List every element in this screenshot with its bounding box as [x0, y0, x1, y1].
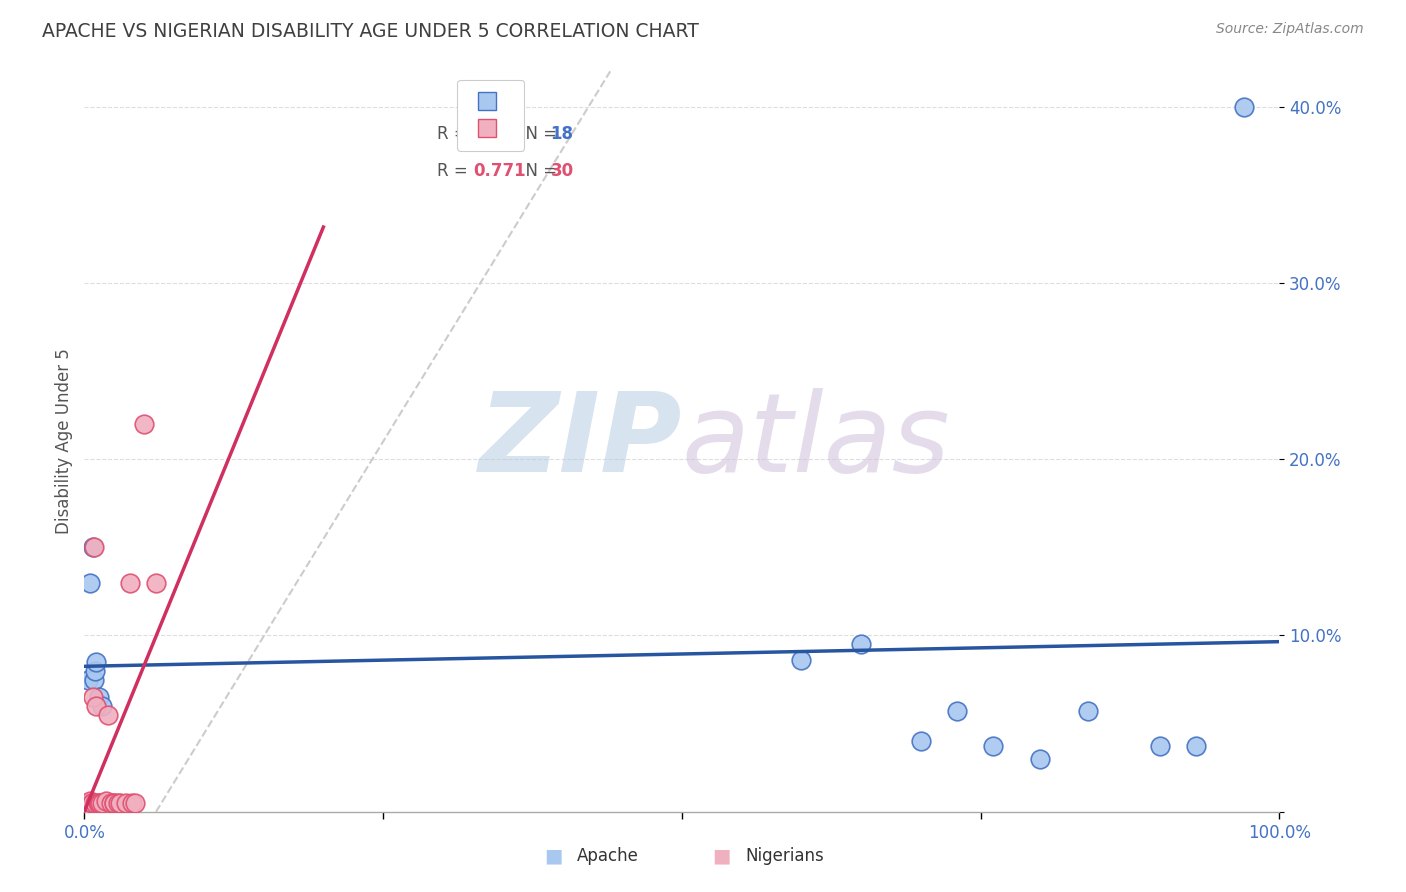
- Point: [100, 796, 122, 810]
- Point: [82, 541, 104, 555]
- Point: [77, 797, 100, 812]
- Point: [115, 796, 138, 810]
- Point: [790, 653, 813, 667]
- Point: [84, 664, 107, 678]
- Point: [103, 796, 125, 810]
- Point: [1077, 704, 1099, 718]
- Text: ZIP: ZIP: [478, 388, 682, 495]
- Point: [1185, 739, 1208, 754]
- Text: ■: ■: [544, 847, 562, 866]
- Text: N =: N =: [515, 125, 562, 144]
- Point: [97, 707, 120, 722]
- Text: APACHE VS NIGERIAN DISABILITY AGE UNDER 5 CORRELATION CHART: APACHE VS NIGERIAN DISABILITY AGE UNDER …: [42, 22, 699, 41]
- Point: [1149, 739, 1171, 754]
- Point: [79, 794, 101, 808]
- Legend: , : ,: [457, 79, 524, 151]
- Point: [83, 673, 105, 687]
- Point: [87, 796, 110, 810]
- Point: [86, 796, 108, 810]
- Point: [79, 575, 101, 590]
- Point: [76, 799, 98, 814]
- Point: [1029, 752, 1052, 766]
- Text: 0.771: 0.771: [472, 162, 526, 180]
- Point: [75, 799, 97, 814]
- Point: [118, 575, 141, 590]
- Point: [946, 704, 969, 718]
- Point: [121, 796, 143, 810]
- Point: [86, 655, 108, 669]
- Point: [77, 796, 100, 810]
- Text: Nigerians: Nigerians: [745, 847, 824, 865]
- Y-axis label: Disability Age Under 5: Disability Age Under 5: [55, 349, 73, 534]
- Text: R =: R =: [437, 125, 472, 144]
- Text: Apache: Apache: [576, 847, 638, 865]
- Text: R =: R =: [437, 162, 472, 180]
- Point: [87, 690, 110, 705]
- Point: [110, 796, 132, 810]
- Point: [77, 796, 100, 810]
- Text: ■: ■: [713, 847, 731, 866]
- Text: 0.279: 0.279: [472, 125, 526, 144]
- Point: [79, 797, 101, 812]
- Point: [981, 739, 1004, 754]
- Point: [77, 673, 100, 687]
- Point: [91, 796, 114, 810]
- Point: [107, 796, 129, 810]
- Point: [84, 796, 107, 810]
- Text: Source: ZipAtlas.com: Source: ZipAtlas.com: [1216, 22, 1364, 37]
- Text: 18: 18: [551, 125, 574, 144]
- Point: [82, 690, 104, 705]
- Point: [1233, 100, 1256, 114]
- Point: [83, 541, 105, 555]
- Point: [132, 417, 156, 431]
- Point: [80, 796, 103, 810]
- Point: [103, 796, 125, 810]
- Text: 30: 30: [551, 162, 574, 180]
- Point: [145, 575, 167, 590]
- Point: [910, 734, 932, 748]
- Point: [94, 794, 117, 808]
- Point: [851, 637, 873, 651]
- Point: [80, 796, 103, 810]
- Point: [124, 796, 146, 810]
- Text: atlas: atlas: [682, 388, 950, 495]
- Point: [89, 796, 111, 810]
- Text: N =: N =: [515, 162, 562, 180]
- Point: [91, 698, 114, 713]
- Point: [86, 698, 108, 713]
